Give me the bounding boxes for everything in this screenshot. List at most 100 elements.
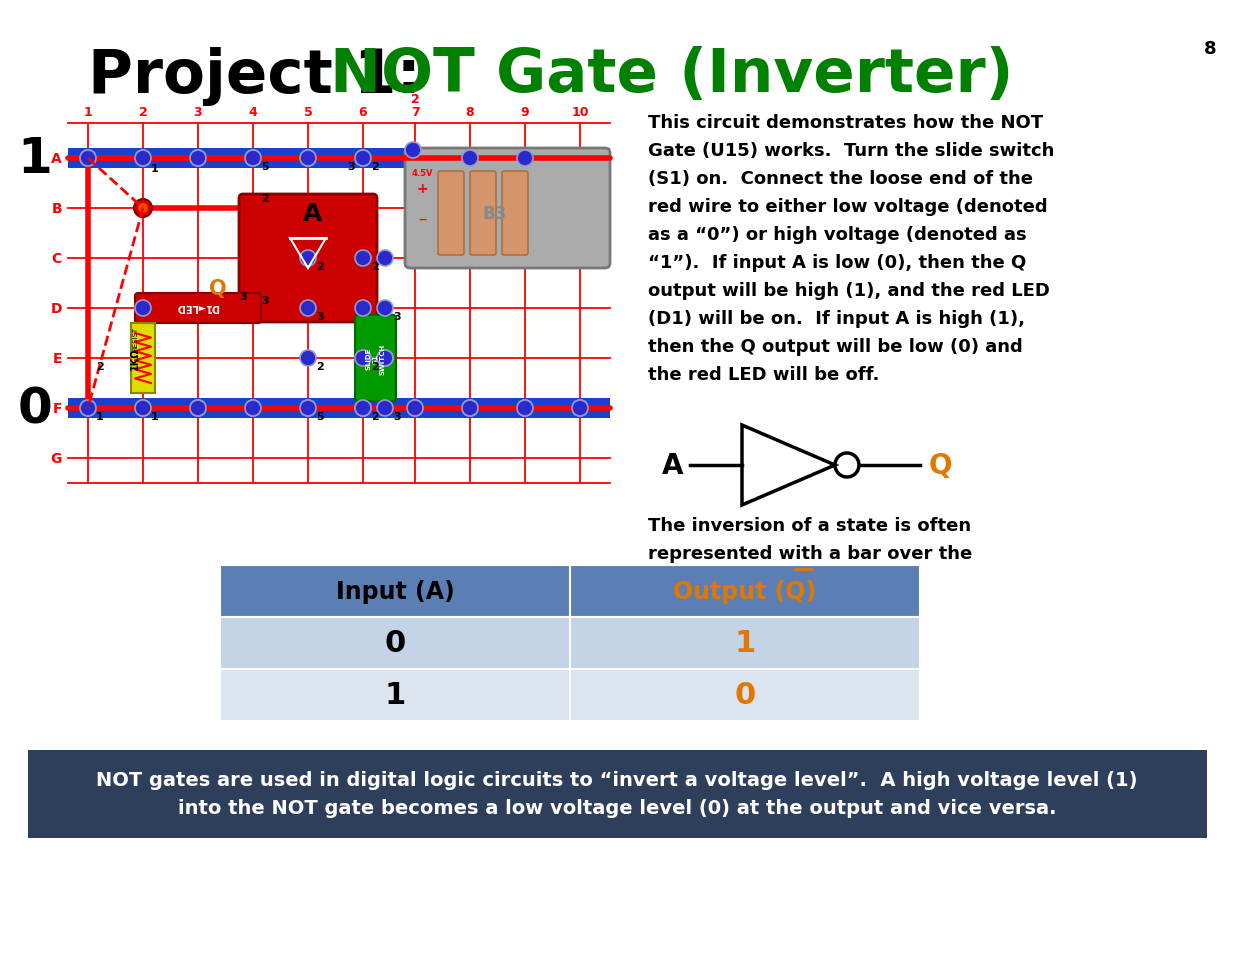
Circle shape [245,400,261,416]
Text: 10: 10 [572,106,589,119]
Circle shape [300,151,316,167]
Text: A: A [797,571,813,590]
Text: Project 1:: Project 1: [88,47,442,106]
Circle shape [190,151,206,167]
Text: (D1) will be on.  If input A is high (1),: (D1) will be on. If input A is high (1), [648,310,1025,328]
Circle shape [190,400,206,416]
Text: 3: 3 [347,162,354,172]
FancyBboxPatch shape [471,172,496,255]
Text: A: A [662,452,684,479]
Circle shape [377,301,393,316]
Circle shape [354,301,370,316]
Text: variable, so: variable, so [648,573,772,590]
Text: 4: 4 [248,106,257,119]
Text: 2: 2 [316,361,324,372]
Text: D: D [51,302,62,315]
Text: 9: 9 [521,106,530,119]
Text: 2: 2 [372,262,379,272]
Text: 1: 1 [84,106,93,119]
Text: 1: 1 [384,680,405,710]
Circle shape [245,400,261,416]
Bar [571,565,920,618]
Text: as a “0”) or high voltage (denoted as: as a “0”) or high voltage (denoted as [648,226,1026,244]
Circle shape [354,151,370,167]
Circle shape [408,400,424,416]
Circle shape [245,151,261,167]
Bar [571,618,920,669]
Text: .: . [811,573,819,590]
FancyBboxPatch shape [438,172,464,255]
Circle shape [572,400,588,416]
Bar [28,750,1207,838]
Text: NOT Gate (Inverter): NOT Gate (Inverter) [330,47,1014,106]
Circle shape [354,251,370,267]
Bar [68,398,610,418]
Bar [68,149,610,169]
Circle shape [462,151,478,167]
Circle shape [190,151,206,167]
Text: This circuit demonstrates how the NOT: This circuit demonstrates how the NOT [648,113,1044,132]
Text: 7: 7 [410,106,420,119]
Text: B: B [52,202,62,215]
Circle shape [572,151,588,167]
Text: 0: 0 [17,385,52,433]
Text: Q: Q [209,278,227,298]
Circle shape [354,400,370,416]
Bar [131,324,156,394]
Text: 8: 8 [1204,40,1216,58]
Text: The inversion of a state is often: The inversion of a state is often [648,517,971,535]
Circle shape [354,400,370,416]
Circle shape [135,301,151,316]
Text: 1KΩ: 1KΩ [130,348,140,370]
Circle shape [300,151,316,167]
Bar [220,618,571,669]
Circle shape [135,400,151,416]
Circle shape [517,151,534,167]
Text: 2: 2 [138,106,147,119]
Circle shape [300,301,316,316]
Circle shape [300,400,316,416]
Circle shape [80,400,96,416]
Circle shape [245,151,261,167]
Circle shape [138,204,148,213]
Circle shape [300,351,316,367]
Text: C: C [52,252,62,266]
Text: 3: 3 [194,106,203,119]
FancyBboxPatch shape [405,149,610,269]
Text: (S1) on.  Connect the loose end of the: (S1) on. Connect the loose end of the [648,170,1032,188]
Circle shape [135,400,151,416]
Circle shape [462,400,478,416]
Circle shape [135,151,151,167]
Circle shape [408,151,424,167]
Text: 6: 6 [358,106,367,119]
Text: 1: 1 [17,135,52,183]
FancyBboxPatch shape [501,172,529,255]
Text: 2: 2 [96,361,104,372]
FancyBboxPatch shape [135,294,261,324]
Text: NOT gates are used in digital logic circuits to “invert a voltage level”.  A hig: NOT gates are used in digital logic circ… [96,771,1137,790]
Text: B3: B3 [483,205,508,223]
Text: 1: 1 [735,629,756,658]
Text: 1: 1 [151,164,159,173]
Bar [220,565,571,618]
Text: 1: 1 [96,412,104,421]
Text: A: A [51,152,62,166]
Circle shape [354,151,370,167]
Text: red wire to either low voltage (denoted: red wire to either low voltage (denoted [648,198,1047,215]
Circle shape [80,151,96,167]
Text: Gate (U15) works.  Turn the slide switch: Gate (U15) works. Turn the slide switch [648,142,1055,160]
Text: –: – [417,210,426,228]
Text: represented with a bar over the: represented with a bar over the [648,544,972,562]
Circle shape [135,151,151,167]
Circle shape [572,400,588,416]
Circle shape [377,251,393,267]
Text: 2: 2 [316,262,324,272]
Text: +: + [416,182,427,195]
Circle shape [80,151,96,167]
Text: the red LED will be off.: the red LED will be off. [648,366,879,384]
Circle shape [300,400,316,416]
Text: 2: 2 [372,412,379,421]
Circle shape [354,351,370,367]
Text: SLIDE
S1
SWITCH: SLIDE S1 SWITCH [366,343,385,375]
Text: E: E [53,352,62,366]
